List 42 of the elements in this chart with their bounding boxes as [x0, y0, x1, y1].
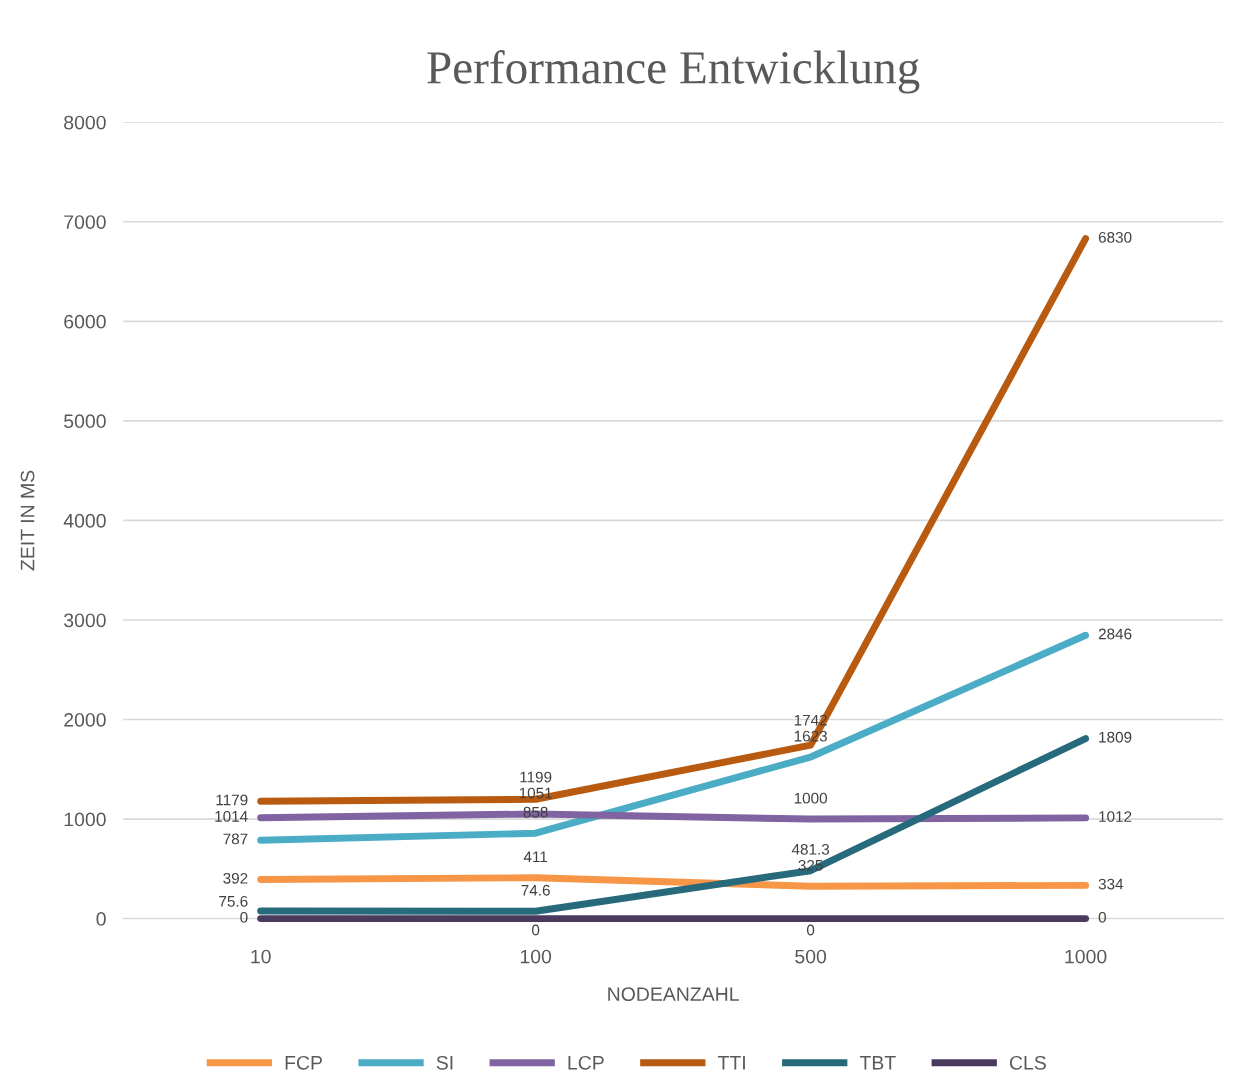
y-tick-label: 1000: [64, 812, 106, 827]
x-tick-label: 1000: [1065, 949, 1107, 964]
data-label: 411: [523, 851, 548, 863]
data-label: 1014: [215, 810, 248, 822]
legend-label: SI: [436, 1055, 453, 1070]
data-label: 787: [223, 833, 248, 845]
data-label: 0: [1098, 911, 1106, 923]
data-label: 0: [240, 911, 248, 923]
legend-label: TTI: [717, 1056, 745, 1070]
legend-label: CLS: [1009, 1055, 1046, 1070]
data-label: 2846: [1098, 628, 1132, 640]
data-label: 334: [1098, 878, 1124, 890]
legend-label: FCP: [285, 1055, 322, 1070]
legend-label: TBT: [859, 1056, 896, 1070]
data-label: 1199: [520, 771, 552, 783]
y-tick-label: 0: [96, 912, 106, 926]
y-tick-label: 2000: [64, 712, 106, 727]
data-label: 481.3: [791, 843, 830, 855]
data-label: 1809: [1099, 731, 1132, 743]
x-tick-label: 500: [795, 949, 827, 964]
chart-title: Performance Entwicklung: [427, 50, 920, 94]
data-label: 6830: [1098, 231, 1132, 243]
y-tick-label: 4000: [63, 513, 106, 528]
data-label: 0: [531, 924, 540, 936]
data-label: 1051: [519, 787, 552, 799]
legend-label: LCP: [568, 1055, 604, 1070]
x-tick-label: 10: [251, 949, 271, 964]
x-tick-label: 100: [520, 949, 552, 964]
data-label: 75.6: [219, 895, 248, 907]
data-label: 74.6: [521, 884, 550, 896]
y-tick-label: 3000: [64, 613, 106, 628]
y-axis-title: ZEIT IN MS: [20, 470, 35, 571]
y-tick-label: 5000: [64, 414, 106, 429]
data-label: 392: [223, 872, 248, 884]
data-label: 1012: [1099, 811, 1132, 822]
y-tick-label: 6000: [64, 314, 106, 329]
data-label: 1179: [216, 794, 248, 806]
data-label: 0: [806, 924, 815, 936]
y-tick-label: 7000: [64, 215, 106, 229]
y-tick-label: 8000: [64, 115, 106, 130]
x-axis-title: NODEANZAHL: [608, 987, 739, 1002]
data-label: 1000: [794, 792, 828, 804]
